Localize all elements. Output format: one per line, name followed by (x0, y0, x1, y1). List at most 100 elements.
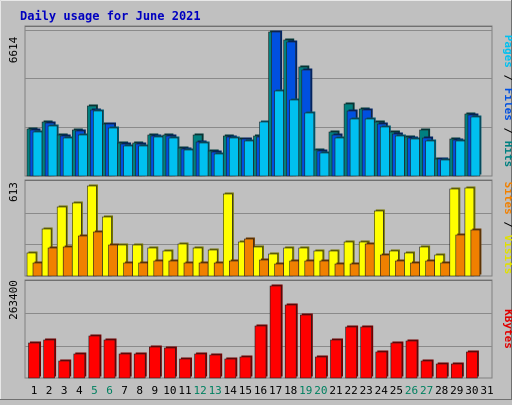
bar-sites-day-19 (304, 260, 315, 277)
bar-kbytes-day-6 (103, 339, 116, 379)
bar-kbytes-day-27 (420, 360, 433, 379)
x-tick-label-day-7: 7 (121, 384, 128, 397)
series-label-separator: / (502, 121, 512, 141)
series-label-hits: Hits (502, 141, 512, 168)
bar-pages-day-30 (470, 116, 481, 177)
bar-visits-day-11 (177, 243, 188, 277)
bar-visits-day-14 (223, 193, 233, 277)
bar-sites-day-22 (349, 263, 360, 277)
bar-kbytes-day-29 (450, 363, 463, 379)
bar-pages-day-19 (304, 112, 315, 177)
bar-kbytes-day-7 (118, 353, 131, 379)
bar-sites-day-1 (32, 262, 43, 277)
bar-sites-day-6 (108, 244, 118, 277)
bar-kbytes-day-4 (73, 353, 86, 379)
x-tick-label-day-26: 26 (405, 384, 418, 397)
bar-sites-day-9 (153, 260, 164, 277)
bar-sites-day-4 (78, 235, 88, 277)
bar-kbytes-day-23 (360, 326, 373, 379)
chart-title: Daily usage for June 2021 (20, 9, 201, 23)
x-tick-label-day-20: 20 (314, 384, 327, 397)
bar-kbytes-day-20 (315, 356, 327, 379)
bar-pages-day-25 (395, 135, 405, 177)
x-tick-label-day-21: 21 (329, 384, 342, 397)
bar-kbytes-day-10 (164, 347, 176, 379)
panel-2-series-label: Sites / Visits (502, 182, 512, 275)
bar-sites-day-8 (138, 262, 148, 277)
bar-kbytes-day-22 (345, 326, 357, 379)
bar-visits-day-8 (132, 244, 142, 277)
bar-pages-day-4 (78, 134, 88, 177)
bar-kbytes-day-21 (330, 339, 342, 379)
x-tick-label-day-30: 30 (465, 384, 478, 397)
x-tick-label-day-17: 17 (269, 384, 282, 397)
bar-sites-day-30 (470, 229, 481, 277)
x-tick-label-day-12: 12 (193, 384, 206, 397)
bar-pages-day-8 (138, 145, 148, 177)
bar-sites-day-26 (410, 262, 420, 277)
panel-3: 263400 KBytes (7, 279, 512, 379)
bar-sites-day-14 (229, 260, 239, 277)
x-tick-label-day-10: 10 (163, 384, 176, 397)
bar-pages-day-13 (213, 153, 224, 177)
bar-pages-day-5 (93, 110, 103, 177)
bar-sites-day-20 (319, 260, 330, 277)
bar-kbytes-day-28 (435, 363, 448, 379)
bar-sites-day-28 (440, 262, 451, 277)
panel-3-series-label: KBytes (502, 309, 512, 349)
bar-sites-day-27 (425, 260, 435, 277)
bar-kbytes-day-2 (43, 339, 55, 379)
bar-sites-day-2 (47, 247, 58, 277)
panel-1-series-label: Pages / Files / Hits (502, 35, 512, 168)
bar-pages-day-17 (274, 90, 284, 177)
bar-pages-day-2 (47, 125, 58, 177)
bar-kbytes-day-18 (284, 304, 297, 379)
bar-pages-day-12 (198, 142, 209, 177)
x-tick-label-day-27: 27 (420, 384, 433, 397)
panel-1: 6614 Pages / Files / Hits (7, 25, 512, 177)
bar-kbytes-day-24 (375, 351, 388, 379)
bar-pages-day-10 (168, 137, 179, 177)
bar-pages-day-29 (455, 140, 466, 177)
bar-sites-day-18 (289, 260, 300, 277)
panel-2: 613 Sites / Visits (7, 179, 512, 277)
series-label-files: Files (502, 88, 512, 121)
bar-sites-day-24 (379, 254, 390, 277)
x-tick-label-day-8: 8 (136, 384, 143, 397)
bar-sites-day-13 (213, 262, 224, 277)
bar-sites-day-15 (244, 238, 254, 277)
bar-sites-day-5 (93, 231, 103, 277)
x-tick-label-day-23: 23 (360, 384, 373, 397)
bar-pages-day-23 (364, 118, 375, 177)
bar-sites-day-16 (259, 259, 269, 277)
bar-sites-day-17 (274, 263, 284, 277)
bar-kbytes-day-13 (209, 354, 221, 379)
bar-pages-day-27 (425, 140, 435, 177)
series-label-separator: / (502, 68, 512, 88)
x-tick-label-day-5: 5 (91, 384, 98, 397)
bar-kbytes-day-11 (179, 358, 191, 379)
bar-pages-day-1 (32, 131, 43, 177)
series-label-kbytes: KBytes (502, 309, 512, 349)
bar-pages-day-26 (410, 138, 420, 177)
bar-pages-day-9 (153, 136, 164, 177)
x-tick-label-day-31: 31 (480, 384, 493, 397)
panel-1-max-label: 6614 (7, 36, 20, 63)
bar-pages-day-16 (259, 121, 269, 177)
bar-sites-day-12 (198, 262, 209, 277)
x-tick-label-day-9: 9 (151, 384, 158, 397)
panel-2-max-label: 613 (7, 182, 20, 202)
bar-kbytes-day-12 (194, 353, 206, 379)
bar-kbytes-day-16 (254, 325, 267, 379)
bar-kbytes-day-9 (149, 346, 161, 379)
x-tick-label-day-15: 15 (239, 384, 252, 397)
bar-pages-day-18 (289, 99, 300, 177)
bar-kbytes-day-17 (269, 285, 282, 379)
x-tick-label-day-16: 16 (254, 384, 267, 397)
x-tick-label-day-24: 24 (375, 384, 389, 397)
bar-sites-day-23 (364, 243, 375, 277)
bar-sites-day-21 (334, 263, 345, 277)
bar-visits-day-24 (373, 210, 384, 277)
bar-pages-day-14 (229, 137, 239, 177)
